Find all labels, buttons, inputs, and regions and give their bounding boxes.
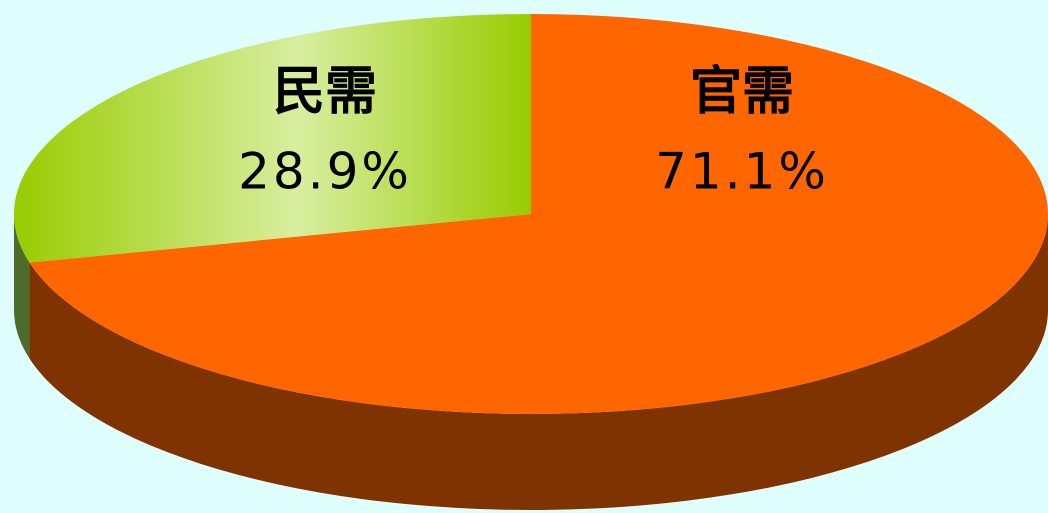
slice-value-label: 71.1%: [655, 143, 829, 201]
slice-side: [29, 214, 1048, 510]
slice-value-label: 28.9%: [238, 143, 412, 201]
slice-label: 官需: [690, 62, 794, 122]
slice-label: 民需: [273, 62, 377, 122]
slice: [29, 14, 1048, 414]
slice: [13, 14, 531, 263]
slice-side: [14, 214, 30, 359]
